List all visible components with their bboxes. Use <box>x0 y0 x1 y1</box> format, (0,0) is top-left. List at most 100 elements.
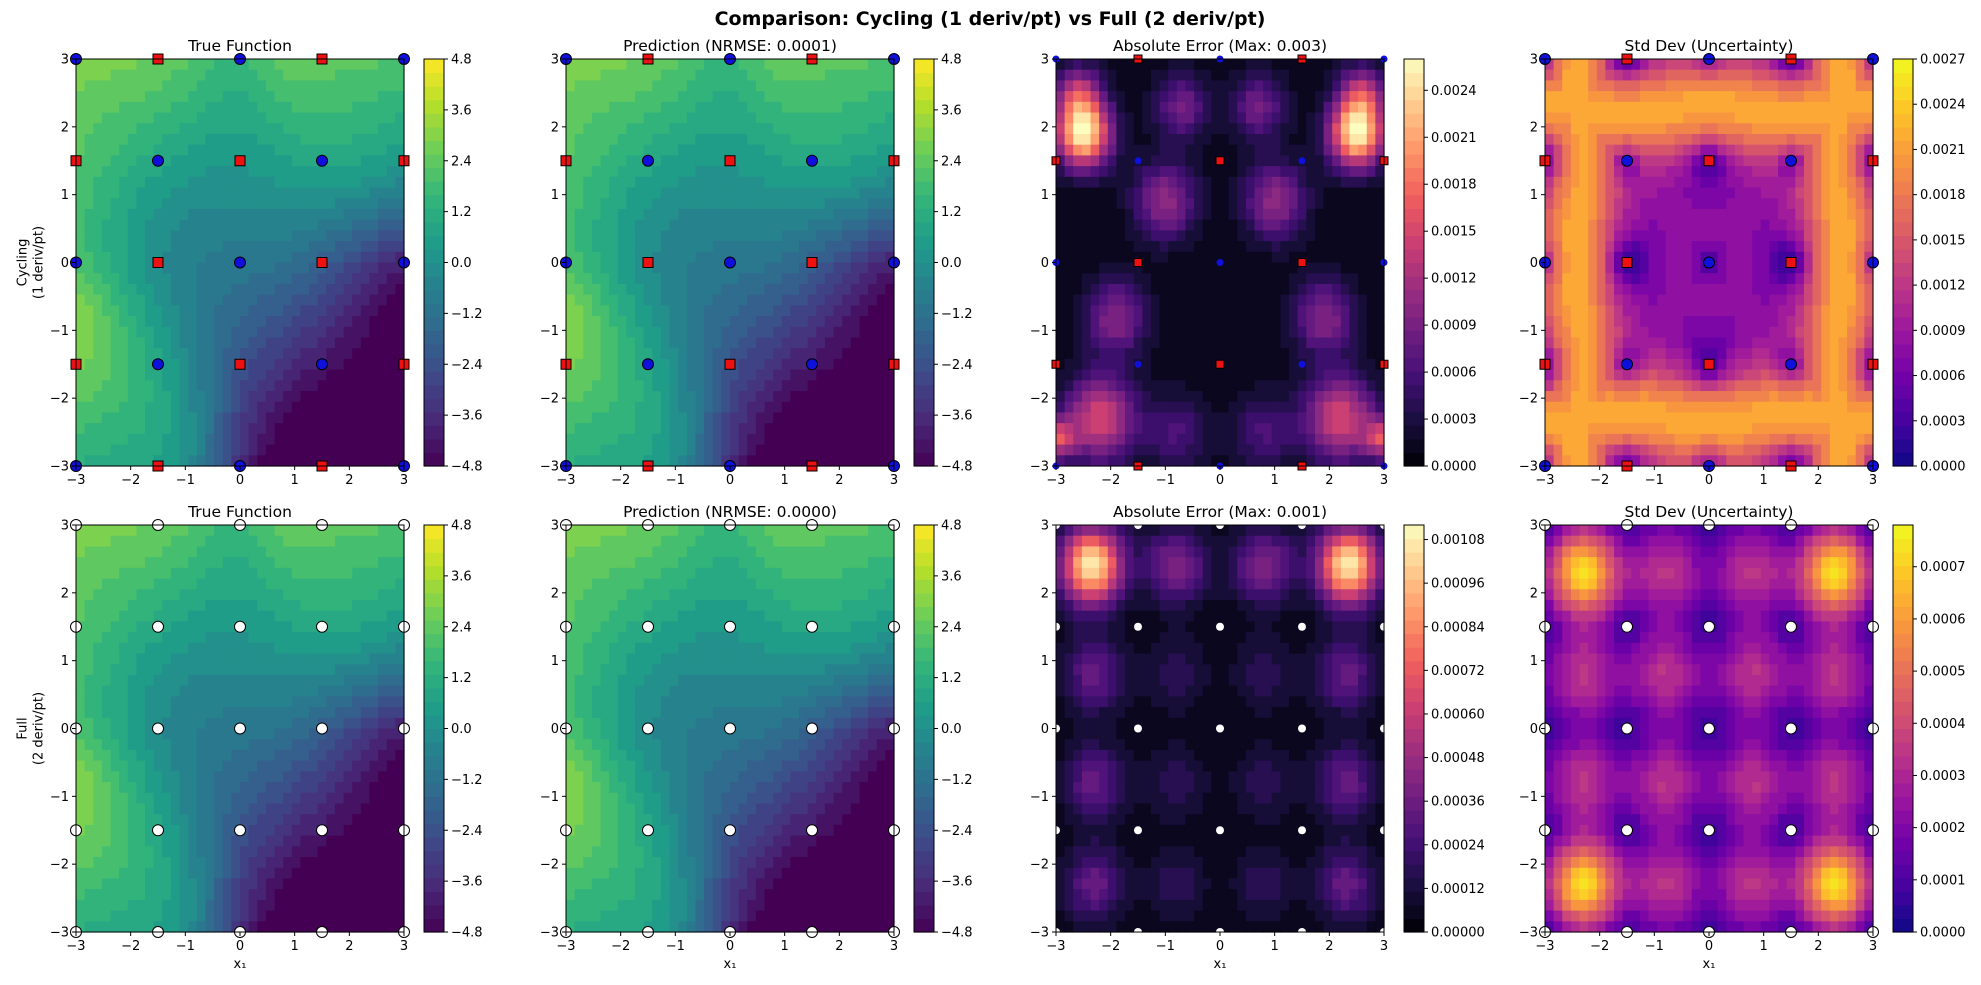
heatmap-cell <box>179 176 189 189</box>
heatmap-cell <box>712 251 722 264</box>
heatmap-cell <box>1220 112 1230 124</box>
heatmap-cell <box>669 91 679 103</box>
heatmap-cell <box>807 294 817 306</box>
heatmap-cell <box>833 166 843 178</box>
heatmap-cell <box>1150 241 1161 253</box>
heatmap-cell <box>583 69 593 82</box>
heatmap-cell <box>1056 337 1066 349</box>
heatmap-cell <box>1614 59 1624 71</box>
heatmap-cell <box>84 348 94 360</box>
heatmap-cell <box>566 241 576 253</box>
heatmap-cell <box>868 112 878 124</box>
heatmap-cell <box>127 187 138 199</box>
heatmap-cell <box>153 230 163 242</box>
heatmap-cell <box>1605 166 1615 178</box>
heatmap-cell <box>1588 369 1598 381</box>
heatmap-cell <box>574 112 584 124</box>
heatmap-cell <box>755 273 766 285</box>
heatmap-cell <box>93 69 103 82</box>
heatmap-cell <box>84 91 94 103</box>
heatmap-cell <box>1596 433 1607 446</box>
heatmap-cell <box>566 144 576 156</box>
heatmap-cell <box>378 380 388 392</box>
heatmap-cell <box>1297 251 1307 264</box>
heatmap-cell <box>283 401 293 414</box>
heatmap-cell <box>747 358 757 371</box>
heatmap-cell <box>231 412 241 424</box>
colorbar-band <box>424 289 444 304</box>
heatmap-cell <box>1263 412 1273 424</box>
heatmap-cell <box>643 176 653 189</box>
heatmap-cell <box>652 337 662 349</box>
heatmap-cell <box>1280 401 1290 414</box>
heatmap-cell <box>127 455 138 467</box>
heatmap-cell <box>1297 91 1307 103</box>
heatmap-cell <box>1263 133 1273 146</box>
heatmap-cell <box>704 91 714 103</box>
heatmap-cell <box>257 358 267 371</box>
heatmap-cell <box>764 166 774 178</box>
heatmap-cell <box>1358 369 1368 381</box>
heatmap-cell <box>136 294 146 306</box>
heatmap-cell <box>1332 155 1342 167</box>
heatmap-cell <box>1340 198 1351 210</box>
heatmap-cell <box>283 337 293 349</box>
heatmap-cell <box>730 187 740 199</box>
heatmap-cell <box>807 208 817 221</box>
heatmap-cell <box>1228 294 1238 306</box>
heatmap-cell <box>188 101 198 114</box>
heatmap-cell <box>326 198 336 210</box>
heatmap-cell <box>1562 380 1572 392</box>
heatmap-cell <box>265 455 276 467</box>
heatmap-cell <box>309 166 319 178</box>
heatmap-cell <box>179 198 189 210</box>
heatmap-cell <box>1099 69 1109 82</box>
heatmap-cell <box>360 69 371 82</box>
heatmap-cell <box>1588 198 1598 210</box>
heatmap-cell <box>686 230 697 242</box>
heatmap-cell <box>1142 230 1152 242</box>
heatmap-cell <box>101 187 112 199</box>
heatmap-cell <box>1588 251 1598 264</box>
heatmap-cell <box>807 444 817 456</box>
heatmap-cell <box>1375 230 1385 242</box>
heatmap-cell <box>153 208 163 221</box>
heatmap-cell <box>1314 273 1325 285</box>
heatmap-cell <box>816 101 826 114</box>
heatmap-cell <box>583 262 593 274</box>
heatmap-cell <box>1194 369 1204 381</box>
heatmap-cell <box>1314 423 1325 435</box>
heatmap-cell <box>566 273 576 285</box>
heatmap-cell <box>643 380 653 392</box>
heatmap-cell <box>850 273 861 285</box>
heatmap-cell <box>1220 91 1230 103</box>
heatmap-cell <box>1228 433 1238 446</box>
heatmap-cell <box>686 144 697 156</box>
heatmap-cell <box>360 91 371 103</box>
heatmap-cell <box>764 391 774 403</box>
heatmap-cell <box>1306 198 1316 210</box>
heatmap-cell <box>790 69 800 82</box>
heatmap-cell <box>1168 59 1178 71</box>
heatmap-cell <box>1150 412 1161 424</box>
heatmap-cell <box>248 455 258 467</box>
heatmap-cell <box>240 369 250 381</box>
heatmap-cell <box>1150 316 1161 328</box>
heatmap-cell <box>1254 80 1264 92</box>
heatmap-cell <box>626 208 636 221</box>
heatmap-cell <box>850 412 861 424</box>
heatmap-cell <box>1064 455 1074 467</box>
heatmap-cell <box>600 262 610 274</box>
heatmap-cell <box>1562 412 1572 424</box>
heatmap-cell <box>101 273 112 285</box>
heatmap-cell <box>842 241 852 253</box>
heatmap-cell <box>378 348 388 360</box>
heatmap-cell <box>885 433 895 446</box>
heatmap-cell <box>824 380 835 392</box>
heatmap-cell <box>136 198 146 210</box>
heatmap-cell <box>566 251 576 264</box>
heatmap-cell <box>842 423 852 435</box>
heatmap-cell <box>326 91 336 103</box>
heatmap-cell <box>343 337 353 349</box>
heatmap-cell <box>1570 401 1581 414</box>
